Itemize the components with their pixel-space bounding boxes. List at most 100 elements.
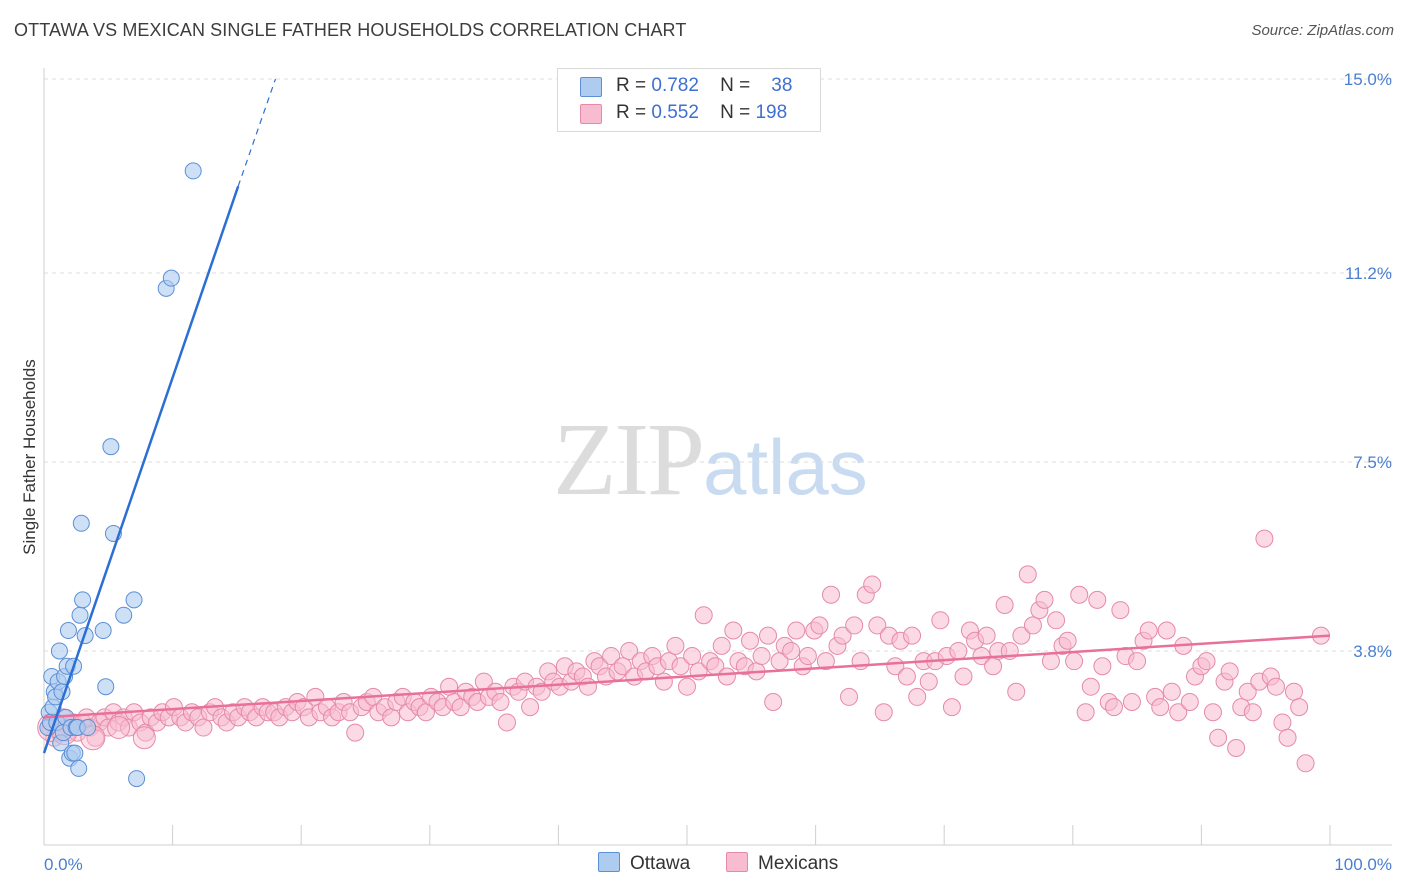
mexicans-point [810, 616, 829, 635]
mexicans-point [759, 626, 778, 645]
mexicans-point [822, 585, 841, 604]
mexicans-point [845, 616, 864, 635]
ottawa-points [39, 162, 202, 788]
mexicans-point [949, 641, 968, 660]
mexicans-point [1018, 565, 1037, 584]
mexicans-point [1278, 728, 1297, 747]
legend-r-value-mexicans: 0.552 [651, 102, 699, 123]
mexicans-point [1104, 698, 1123, 717]
ottawa-point [128, 770, 146, 788]
mexicans-point [1047, 611, 1066, 630]
mexicans-point [1203, 703, 1222, 722]
mexicans-point [1139, 621, 1158, 640]
bottom-legend-ottawa[interactable]: Ottawa [598, 852, 690, 875]
y-tick-label: 7.5% [1353, 453, 1392, 472]
mexicans-point [724, 621, 743, 640]
mexicans-point [1238, 682, 1257, 701]
watermark-zip: ZIP [553, 402, 705, 517]
ottawa-point [71, 606, 89, 624]
mexicans-point [1227, 738, 1246, 757]
mexicans-point [1266, 677, 1285, 696]
ottawa-point [74, 591, 92, 609]
ottawa-point [59, 622, 77, 640]
mexicans-point [741, 631, 760, 650]
mexicans-point [521, 698, 540, 717]
mexicans-point [897, 667, 916, 686]
mexicans-point [1243, 703, 1262, 722]
ottawa-point [72, 514, 90, 532]
mexicans-point [954, 667, 973, 686]
mexicans-point [1076, 703, 1095, 722]
mexicans-point [1151, 698, 1170, 717]
mexicans-point [497, 713, 516, 732]
ottawa-point [66, 744, 84, 762]
ottawa-point [70, 759, 88, 777]
mexicans-point [1209, 728, 1228, 747]
mexicans-point [532, 682, 551, 701]
mexicans-point [919, 672, 938, 691]
mexicans-point [1180, 693, 1199, 712]
ottawa-point [125, 591, 143, 609]
mexicans-point [798, 647, 817, 666]
mexicans-point [1162, 682, 1181, 701]
x-tick-label-min: 0.0% [44, 855, 83, 874]
axes [43, 68, 1392, 846]
legend-swatch-mexicans [580, 104, 602, 124]
mexicans-point [1111, 601, 1130, 620]
mexicans-point [1296, 754, 1315, 773]
mexicans-point [194, 718, 213, 737]
mexicans-point [1122, 693, 1141, 712]
mexicans-point [578, 677, 597, 696]
bottom-legend-swatch-mexicans [726, 852, 748, 872]
mexicans-point [977, 626, 996, 645]
y-axis-label: Single Father Households [20, 359, 39, 555]
legend-r-value-ottawa: 0.782 [651, 75, 699, 96]
legend-n-label: N = [720, 75, 751, 96]
legend-swatch-ottawa [580, 77, 602, 97]
mexicans-point [1169, 703, 1188, 722]
bottom-legend-mexicans[interactable]: Mexicans [726, 852, 838, 875]
mexicans-point [868, 616, 887, 635]
mexicans-point [1012, 626, 1031, 645]
mexicans-point [1035, 590, 1054, 609]
mexicans-point [654, 672, 673, 691]
watermark-atlas: atlas [703, 423, 868, 511]
legend-r-label: R = [616, 102, 647, 123]
mexicans-point [782, 641, 801, 660]
mexicans-point [995, 595, 1014, 614]
ottawa-point [115, 606, 133, 624]
legend: R = 0.782 N = 38 R = 0.552 N = 198 [557, 68, 821, 132]
mexicans-point [942, 698, 961, 717]
mexicans-point [1197, 652, 1216, 671]
mexicans-point [1290, 698, 1309, 717]
bottom-legend-swatch-ottawa [598, 852, 620, 872]
source-credit: Source: ZipAtlas.com [1251, 22, 1394, 39]
mexicans-point [1007, 682, 1026, 701]
mexicans-point [712, 636, 731, 655]
mexicans-point [1093, 657, 1112, 676]
mexicans-point [346, 723, 365, 742]
mexicans-point [132, 726, 156, 750]
ottawa-point [102, 438, 120, 456]
y-tick-label: 15.0% [1344, 70, 1392, 89]
mexicans-point [671, 657, 690, 676]
legend-n-label: N = [720, 102, 751, 123]
mexicans-points [37, 529, 1330, 773]
mexicans-point [1041, 652, 1060, 671]
mexicans-point [903, 626, 922, 645]
ottawa-point [94, 622, 112, 640]
mexicans-point [1070, 585, 1089, 604]
bottom-legend-label-ottawa: Ottawa [630, 853, 691, 874]
mexicans-point [874, 703, 893, 722]
mexicans-point [787, 621, 806, 640]
mexicans-point [602, 647, 621, 666]
mexicans-point [107, 716, 131, 740]
y-tick-label: 3.8% [1353, 642, 1392, 661]
ottawa-point [79, 719, 97, 737]
bottom-legend-label-mexicans: Mexicans [758, 853, 839, 874]
watermark: ZIPatlas [553, 400, 868, 519]
mexicans-point [382, 708, 401, 727]
ottawa-point [97, 678, 115, 696]
ottawa-trend-extension [237, 78, 277, 187]
